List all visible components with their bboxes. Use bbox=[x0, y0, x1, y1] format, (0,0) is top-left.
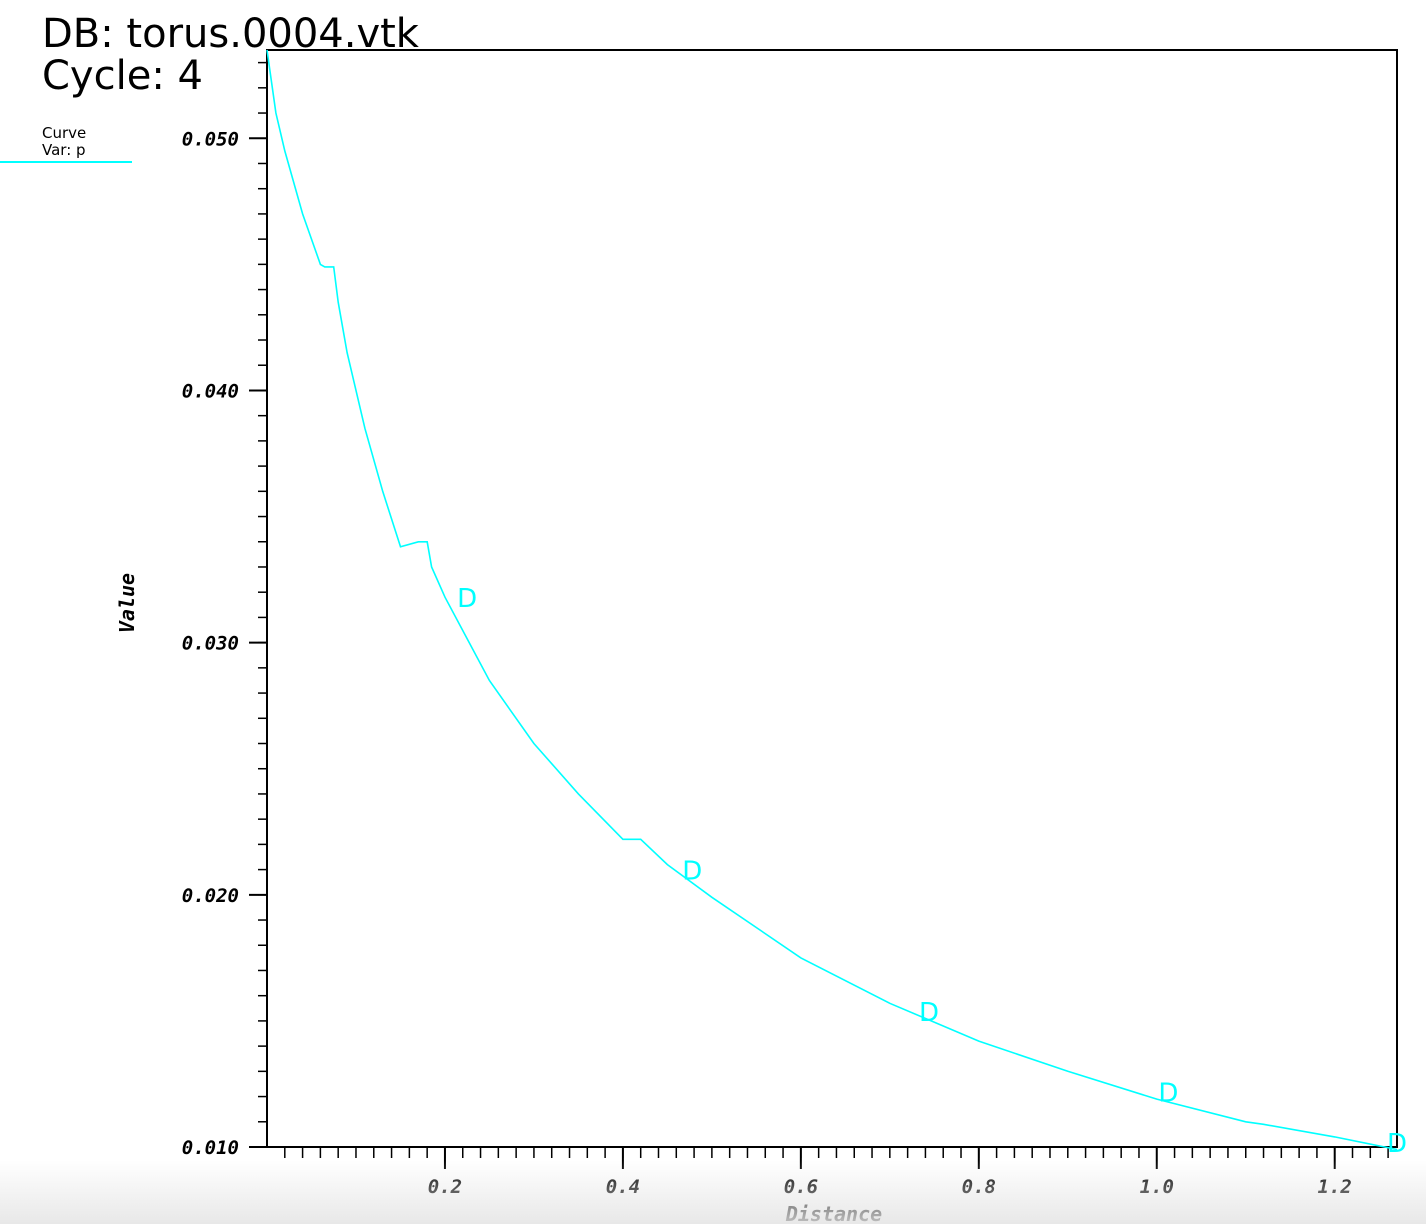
legend-variable-label: Var: p bbox=[42, 141, 86, 159]
y-axis-title: Value bbox=[115, 573, 139, 633]
curve-point-marker: D bbox=[1387, 1129, 1407, 1159]
y-tick-label: 0.020 bbox=[182, 885, 239, 907]
x-tick-label: 0.8 bbox=[962, 1176, 996, 1198]
x-tick-label: 0.4 bbox=[606, 1176, 640, 1198]
y-tick-label: 0.040 bbox=[182, 380, 239, 402]
ticks-layer bbox=[249, 61, 1389, 1169]
markers-layer: D D D D D bbox=[457, 584, 1407, 1159]
database-title: DB: torus.0004.vtk bbox=[42, 11, 419, 57]
curve-point-marker: D bbox=[1158, 1079, 1178, 1109]
axes-layer bbox=[266, 49, 1398, 1148]
x-tick-label: 0.2 bbox=[428, 1176, 462, 1198]
x-axis-title: Distance bbox=[785, 1202, 882, 1224]
curve-point-marker: D bbox=[457, 584, 477, 614]
tick-labels-layer: 0.2 0.4 0.6 0.8 1.0 1.2 0.010 0.020 0.030 0.040 0.… bbox=[182, 128, 1352, 1198]
legend-line-swatch bbox=[0, 161, 132, 163]
curve-series-line bbox=[266, 49, 1398, 1151]
x-tick-label: 0.6 bbox=[784, 1176, 818, 1198]
y-tick-label: 0.050 bbox=[182, 128, 239, 150]
curve-point-marker: D bbox=[919, 998, 939, 1028]
y-tick-label: 0.030 bbox=[182, 633, 239, 655]
curve-point-marker: D bbox=[682, 857, 702, 887]
legend-curve-label: Curve bbox=[42, 124, 87, 142]
plot-frame bbox=[266, 49, 1398, 1148]
series-layer bbox=[266, 49, 1398, 1151]
x-tick-label: 1.0 bbox=[1140, 1176, 1174, 1198]
y-tick-label: 0.010 bbox=[182, 1137, 239, 1159]
cycle-title: Cycle: 4 bbox=[42, 53, 203, 99]
x-tick-label: 1.2 bbox=[1318, 1176, 1352, 1198]
